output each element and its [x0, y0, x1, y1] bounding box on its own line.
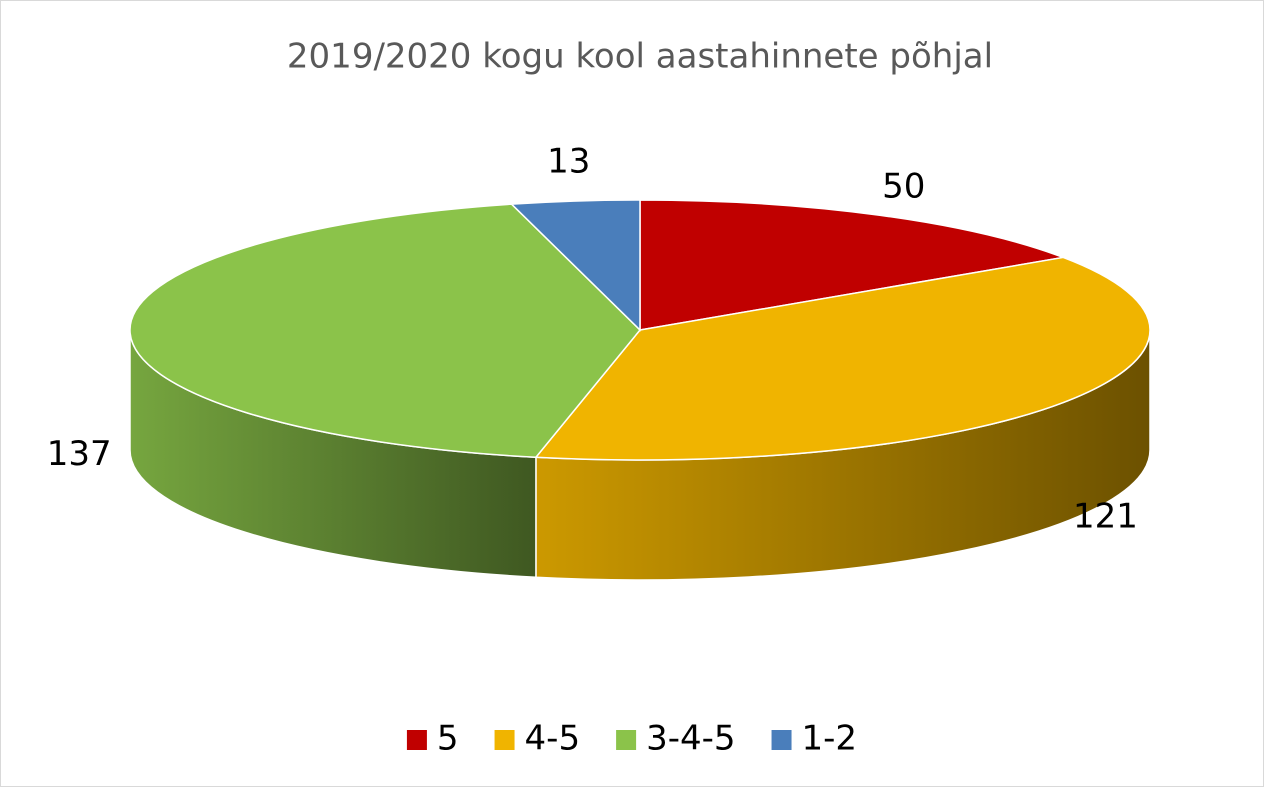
slice — [534, 256, 1151, 461]
data-label: 121 — [1073, 496, 1138, 536]
data-label: 137 — [47, 434, 112, 474]
data-label: 50 — [882, 166, 925, 206]
legend-label: 3-4-5 — [646, 719, 735, 759]
legend-swatch — [771, 730, 792, 750]
legend-swatch — [616, 730, 637, 750]
data-label: 13 — [547, 141, 590, 181]
legend-swatch — [494, 730, 515, 750]
chart-title: 2019/2020 kogu kool aastahinnete põhjal — [287, 37, 993, 77]
slice — [129, 203, 642, 459]
legend-swatch — [406, 730, 427, 750]
slice — [509, 199, 641, 332]
slice — [639, 199, 1067, 331]
legend-label: 1-2 — [802, 719, 858, 759]
legend-label: 4-5 — [525, 719, 581, 759]
legend-label: 5 — [437, 719, 459, 759]
